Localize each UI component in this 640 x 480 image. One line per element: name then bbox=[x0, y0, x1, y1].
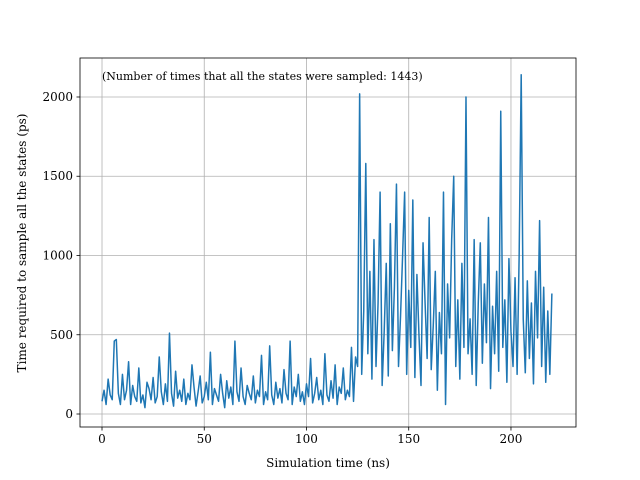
y-axis-label: Time required to sample all the states (… bbox=[15, 114, 29, 373]
x-tick-label: 200 bbox=[500, 432, 523, 446]
y-tick-label: 2000 bbox=[42, 90, 73, 104]
plot-frame bbox=[79, 57, 577, 428]
y-tick-label: 0 bbox=[65, 407, 73, 421]
x-tick-label: 50 bbox=[197, 432, 212, 446]
x-tick-label: 150 bbox=[397, 432, 420, 446]
y-tick-label: 1500 bbox=[42, 169, 73, 183]
x-tick-label: 0 bbox=[98, 432, 106, 446]
x-tick-label: 100 bbox=[295, 432, 318, 446]
x-axis-label: Simulation time (ns) bbox=[266, 456, 390, 470]
y-tick-label: 500 bbox=[50, 328, 73, 342]
annotation: (Number of times that all the states wer… bbox=[102, 70, 423, 83]
y-tick-label: 1000 bbox=[42, 248, 73, 262]
data-line bbox=[101, 74, 553, 409]
